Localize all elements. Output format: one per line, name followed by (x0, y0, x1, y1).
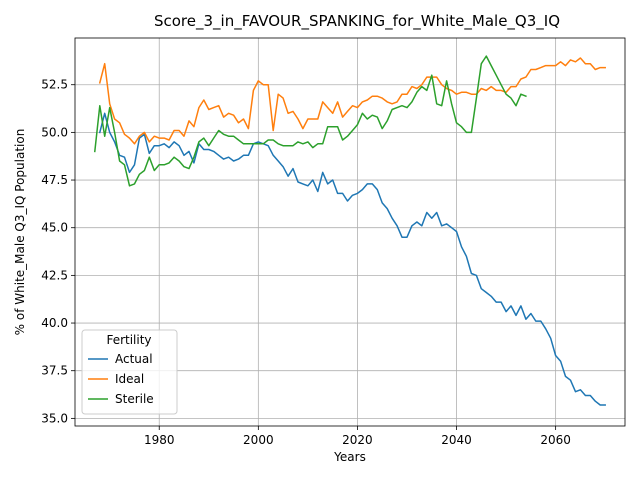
y-tick-label: 47.5 (41, 173, 68, 187)
y-tick-label: 37.5 (41, 364, 68, 378)
legend: Fertility Actual Ideal Sterile (82, 330, 177, 414)
legend-title: Fertility (106, 333, 151, 347)
x-tick-label: 2020 (342, 433, 373, 447)
legend-label-ideal: Ideal (115, 372, 144, 386)
chart-title: Score_3_in_FAVOUR_SPANKING_for_White_Mal… (154, 12, 560, 31)
legend-label-sterile: Sterile (115, 392, 154, 406)
x-tick-label: 1980 (144, 433, 175, 447)
y-tick-label: 50.0 (41, 125, 68, 139)
legend-label-actual: Actual (115, 352, 153, 366)
x-axis-label: Years (333, 450, 366, 464)
y-tick-label: 40.0 (41, 316, 68, 330)
y-tick-label: 45.0 (41, 221, 68, 235)
y-tick-label: 42.5 (41, 268, 68, 282)
x-tick-label: 2040 (441, 433, 472, 447)
x-tick-label: 2000 (243, 433, 274, 447)
y-tick-label: 52.5 (41, 78, 68, 92)
y-tick-label: 35.0 (41, 411, 68, 425)
y-axis-label: % of White_Male Q3_IQ Population (13, 129, 27, 336)
x-tick-label: 2060 (540, 433, 571, 447)
